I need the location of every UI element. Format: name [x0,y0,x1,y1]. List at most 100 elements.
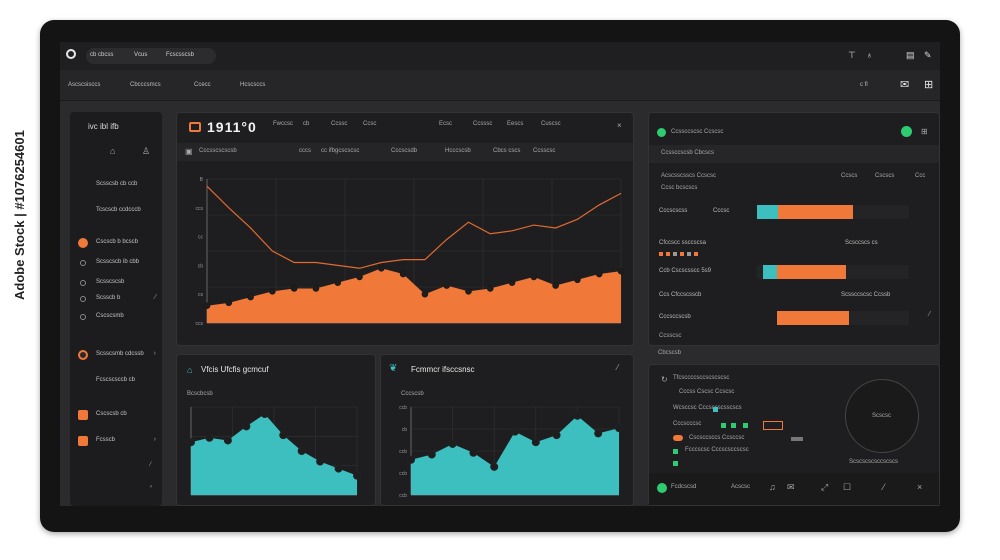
stat-row[interactable]: Ccb Cscscsscc 5s9 [659,265,935,279]
data-point [595,270,603,278]
stat-row[interactable]: Ccs Cfccscsscb Scssccscsc Ccssb [659,289,935,303]
header-item[interactable]: Ccsssc [473,121,493,127]
mail-icon[interactable]: ✉ [900,79,910,91]
close-icon[interactable]: × [617,121,622,130]
data-point [530,273,538,281]
header-item[interactable]: cb [303,121,310,127]
sidebar-item-label: Scsscb b [96,295,121,301]
data-point [353,471,361,480]
data-point [531,438,540,447]
right-top-footer: Cbcscsb [658,350,682,356]
toolbar-item[interactable]: Cccsscscscsb [199,148,237,154]
toolbar-item[interactable]: Ccsscsc [533,148,556,154]
sidebar-title: ivc ibl ifb [88,122,119,131]
toolbar-item[interactable]: Cbcs cscs [493,148,521,154]
refresh-icon[interactable]: ↻ [661,375,668,384]
green-check-icon-2[interactable] [673,461,678,466]
sidebar-item-11[interactable]: Fcsscb › [78,434,158,448]
stat-row[interactable]: Cccsccscsb [659,311,935,325]
sidebar-chevron-icon-2[interactable]: › [150,484,152,490]
orange-outline-box[interactable] [763,421,783,430]
toolbar-item[interactable]: cc ifbgcscscsc [321,148,360,154]
music-icon[interactable]: ♫ [769,482,776,492]
subbar-right-text: c fl [860,82,868,88]
subnav-item-4[interactable]: Hcscsccs [240,82,266,88]
sidebar-item-8[interactable]: Scsscsmb cdcssb › [78,348,158,362]
sidebar-home-icon[interactable]: ⌂ [110,146,116,156]
toolbar-item[interactable]: Hcccscsb [445,148,471,154]
toolbar-item[interactable]: cccs [299,148,311,154]
top-tabs: cb cbcss Vcus Fcscsscsb [86,48,216,64]
grid-icon[interactable]: ⊞ [924,79,934,91]
header-item[interactable]: Ecsc [439,121,453,127]
stat-row[interactable]: Cccscscss Cccsc [659,205,935,219]
green-check-icon[interactable] [673,449,678,454]
y-tick-label: cb [402,427,408,433]
sidebar-chevron-icon[interactable]: ⁄ [150,462,152,468]
pen-icon[interactable]: ✎ [924,50,932,60]
toggle-icon[interactable] [901,126,912,137]
close-icon[interactable]: × [917,482,923,492]
sidebar-item-2[interactable]: Tcscscb ccdcccb [78,204,158,218]
sidebar-user-icon[interactable]: ♙ [142,146,151,156]
sidebar-item-label: Cscscsmb [96,313,124,319]
header-item[interactable]: Ccssc [331,121,348,127]
header-item[interactable]: Cuscsc [541,121,561,127]
toolbar-item[interactable]: Cccscsdb [391,148,418,154]
data-point [421,290,429,298]
subnav-item-2[interactable]: Cbcccsmcs [130,82,161,88]
chevron-icon: › [153,350,156,357]
bell-icon[interactable]: ♁ [866,50,873,60]
slider-track[interactable] [791,437,803,441]
sidebar-item-9[interactable]: Fcscscsccb cb [78,374,158,388]
data-point [552,282,559,289]
expand-icon[interactable]: ⤢ [821,482,829,492]
header-item[interactable]: Eescs [507,121,524,127]
data-point [223,436,232,445]
header-item[interactable]: Ccsc [363,121,377,127]
chat-icon[interactable]: ☐ [843,482,852,492]
right-top-panel: Ccssccscsc Ccscsc ⊞ Ccssccscsb Cbcscs Ac… [648,112,940,346]
header-item[interactable]: Fwccsc [273,121,293,127]
data-point [356,273,363,281]
footer-left-text: Fcdcscsd [671,484,697,490]
data-point [269,288,276,295]
chevron-icon[interactable]: ⁄ [929,311,931,318]
sidebar-item-7[interactable]: Cscscsmb [78,310,158,324]
sidebar-item-1[interactable]: Scsscsb cb ccb [78,178,158,192]
document-icon[interactable]: ▤ [906,50,915,60]
orange-square-icon [78,436,88,446]
sidebar: ivc ibl ifb ⌂ ♙ Scsscsb cb ccb Tcscscb c… [70,112,162,506]
more-icon[interactable]: ⁄ [617,363,619,372]
circle-gauge: Scscsc [845,379,919,453]
column-header: Ccscs [841,173,858,179]
bulb-icon[interactable]: ⊤ [848,50,856,60]
sidebar-item-5[interactable]: Scsscscsb [78,276,158,290]
tab-2[interactable]: Vcus [134,52,148,58]
pin-icon[interactable]: ⁄ [883,482,885,492]
circle-gauge-caption: Scscscscsccscscs [849,459,899,465]
subnav-item-1[interactable]: Ascscsisccs [68,82,101,88]
sub-navigation-bar: Ascscsisccs Cbcccsmcs Ccecc Hcscsccs c f… [60,70,940,101]
y-tick-label: cc [198,235,204,241]
stat-row[interactable]: Cfccscc ssccscsa Scsccscs cs [659,237,935,256]
data-point [443,282,450,289]
settings-icon[interactable]: ⊞ [921,127,928,136]
sidebar-item-3[interactable]: Cscscb b bcscb [78,236,158,250]
filter-icon[interactable]: ▣ [185,147,193,156]
teal-check-icon[interactable] [713,407,718,412]
sidebar-item-10[interactable]: Cscscsb cb [78,408,158,422]
column-header: Acscsscsscs Ccscsc [661,173,717,179]
sidebar-item-4[interactable]: Scsscscb ib cbb [78,256,158,270]
sidebar-item-6[interactable]: Scsscb b ⁄ [78,292,158,306]
data-point [508,279,516,286]
info-row: Fcccscsc Cccscsccscsc [685,447,749,453]
bar-orange-segment [777,205,854,219]
app-logo-icon[interactable] [66,49,76,59]
tab-1[interactable]: cb cbcss [90,52,114,58]
orange-pill-icon [673,435,683,441]
tab-3[interactable]: Fcscsscsb [166,52,195,58]
data-point [187,438,195,447]
subnav-item-3[interactable]: Ccecc [194,82,211,88]
mail-icon[interactable]: ✉ [787,482,795,492]
